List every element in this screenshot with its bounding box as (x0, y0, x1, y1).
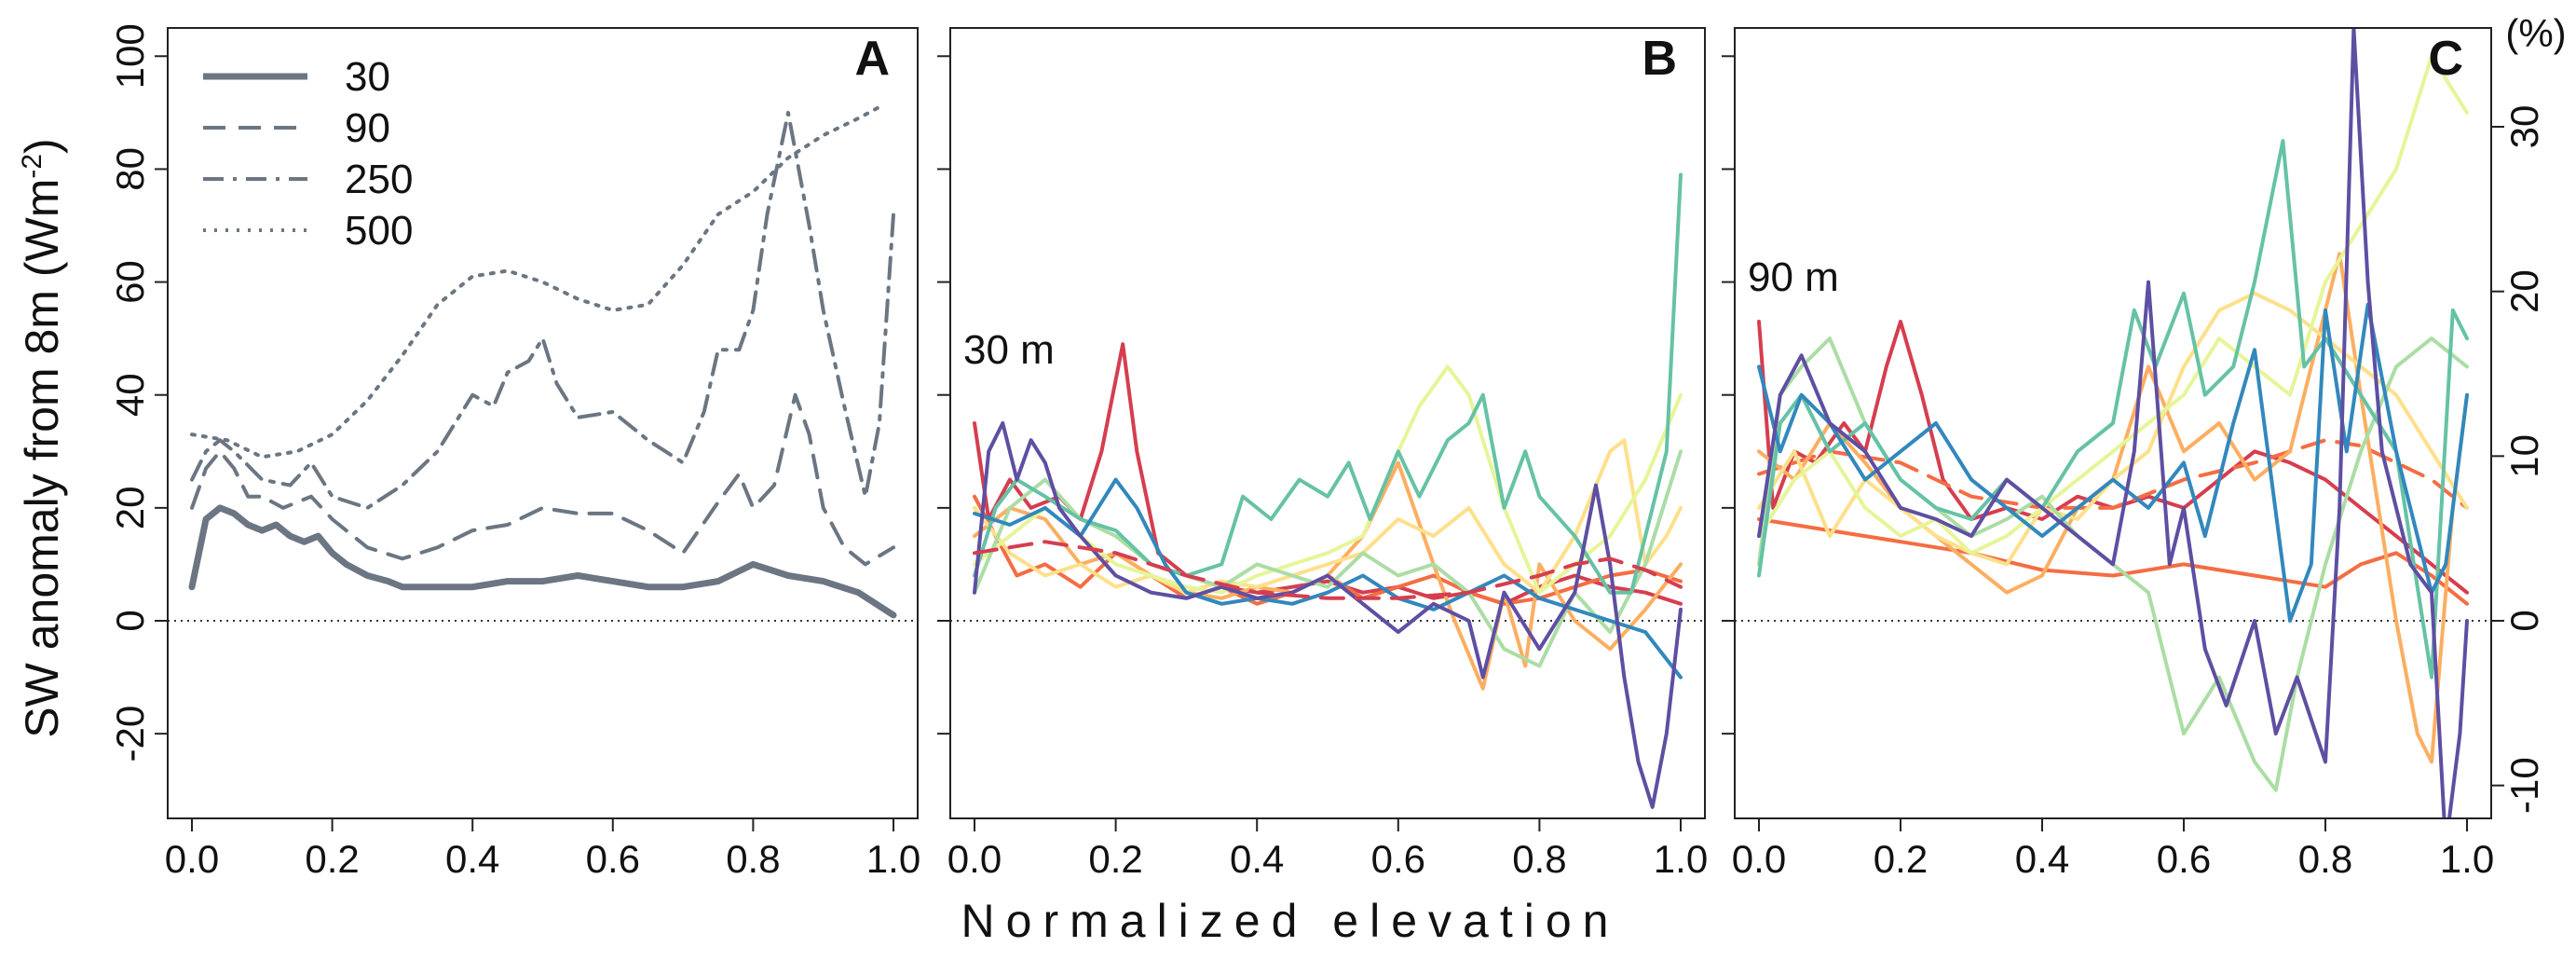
series-line-30 (188, 504, 897, 619)
right-tick-label: 20 (2502, 269, 2546, 313)
x-tick-label: 1.0 (1654, 837, 1708, 881)
series-line-250 (190, 110, 895, 510)
x-tick-label: 0.6 (1371, 837, 1425, 881)
panel-frame (949, 27, 1706, 819)
y-tick-label: 60 (108, 260, 152, 304)
panel-b: 0.0 0.2 0.4 0.6 0.8 1.0 B 30 m (937, 27, 1708, 881)
x-tick-label: 0.8 (726, 837, 780, 881)
panel-frame (1734, 27, 2492, 819)
y-tick-label: 20 (108, 486, 152, 529)
y-tick-label: 80 (108, 147, 152, 191)
panel-a: 0.0 0.2 0.4 0.6 0.8 1.0 -20 0 20 40 60 80 100 A 30 90 25… (108, 23, 920, 881)
series-line-blue (973, 477, 1683, 680)
x-tick-label: 0.4 (1230, 837, 1284, 881)
series-line-orange-smooth (1757, 517, 2469, 606)
x-tick-label: 0.0 (1732, 837, 1786, 881)
series-line-purple (973, 421, 1683, 809)
right-tick-label: -10 (2502, 757, 2546, 814)
series-line-red-dashed (973, 540, 1683, 600)
y-axis-title-close: ) (16, 138, 68, 154)
panel-letter: A (854, 32, 890, 86)
y-tick-label: 0 (108, 610, 152, 631)
x-tick-label: 0.0 (947, 837, 1002, 881)
x-tick-label: 1.0 (2440, 837, 2494, 881)
y-axis-title-superscript: -2 (17, 154, 48, 179)
series-line-500 (190, 104, 881, 460)
series-line-blue (1757, 302, 2469, 623)
x-tick-label: 0.8 (1512, 837, 1566, 881)
series-line-pale-green (973, 449, 1683, 668)
panel-frame (167, 27, 919, 819)
panel-letter: C (2428, 32, 2463, 86)
x-tick-label: 0.8 (2298, 837, 2352, 881)
panel-c: 0.0 0.2 0.4 0.6 0.8 1.0-10 0 10 20 30 C 90 m (1722, 27, 2546, 881)
series-line-teal (1757, 139, 2469, 680)
resolution-label: 90 m (1748, 254, 1839, 300)
y-axis-title: SW anomaly from 8m (Wm-2) (16, 138, 68, 737)
right-axis-unit-label: (%) (2505, 11, 2566, 55)
series-line-red (1757, 320, 2469, 595)
right-tick-label: 0 (2502, 610, 2546, 631)
x-tick-label: 0.6 (2157, 837, 2211, 881)
y-axis-title-main: SW anomaly from 8m (Wm (16, 179, 68, 738)
y-tick-label: -20 (108, 706, 152, 762)
legend-label: 30 (345, 54, 390, 100)
y-tick-label: 40 (108, 373, 152, 417)
series-line-90 (190, 392, 895, 567)
legend: 30 90 250 500 (203, 54, 413, 254)
panel-letter: B (1642, 32, 1677, 86)
right-tick-label: 10 (2502, 434, 2546, 478)
series-line-light-green (973, 364, 1683, 595)
series-line-dark-orange (1757, 438, 2469, 510)
legend-label: 90 (345, 105, 390, 151)
series-group (188, 104, 897, 619)
legend-label: 500 (345, 208, 413, 254)
x-tick-label: 0.0 (165, 837, 219, 881)
y-tick-label: 100 (108, 23, 152, 89)
x-tick-label: 0.2 (1088, 837, 1142, 881)
x-tick-label: 0.6 (586, 837, 640, 881)
series-line-teal (973, 172, 1683, 595)
right-tick-label: 30 (2502, 105, 2546, 149)
x-tick-label: 0.2 (305, 837, 359, 881)
series-group (1757, 28, 2469, 818)
series-group (973, 172, 1683, 809)
series-line-purple (1757, 28, 2469, 818)
x-tick-label: 0.4 (2015, 837, 2069, 881)
series-line-yellow (1757, 291, 2469, 567)
resolution-label: 30 m (963, 327, 1055, 373)
legend-label: 250 (345, 157, 413, 202)
x-tick-label: 0.4 (445, 837, 499, 881)
x-tick-label: 1.0 (866, 837, 920, 881)
x-axis-title: Normalized elevation (961, 895, 1620, 947)
x-tick-label: 0.2 (1874, 837, 1928, 881)
